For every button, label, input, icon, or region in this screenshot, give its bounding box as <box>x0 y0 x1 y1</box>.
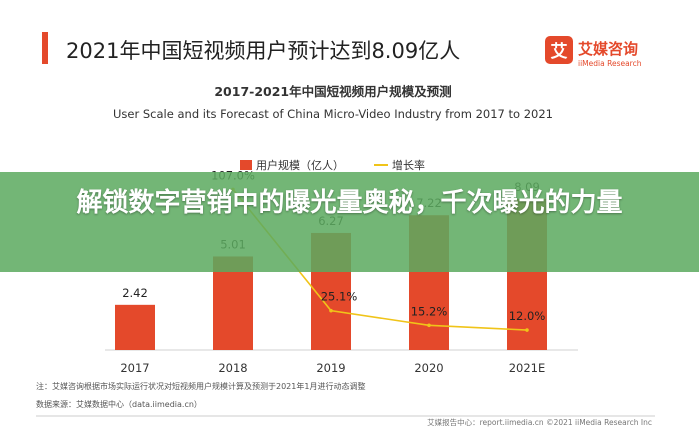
brand-name: 艾媒咨询 <box>578 40 638 58</box>
chart-subtitle: User Scale and its Forecast of China Mic… <box>113 107 553 121</box>
growth-value-label: 15.2% <box>411 304 448 318</box>
growth-value-label: 25.1% <box>321 290 358 304</box>
x-tick-label: 2021E <box>509 361 546 375</box>
x-tick-label: 2019 <box>316 361 345 375</box>
bar-2017 <box>115 304 155 350</box>
x-tick-label: 2018 <box>218 361 247 375</box>
chart-title: 2017-2021年中国短视频用户规模及预测 <box>214 84 451 99</box>
svg-text:艾: 艾 <box>551 41 568 62</box>
brand-logo-icon: 艾 <box>545 36 573 64</box>
overlay-banner <box>0 172 699 272</box>
footer-source: 数据来源：艾媒数据中心（data.iimedia.cn） <box>36 399 202 409</box>
growth-point <box>525 328 529 332</box>
footer-note: 注：艾媒咨询根据市场实际运行状况对短视频用户规模计算及预测于2021年1月进行动… <box>36 381 365 391</box>
legend-bar-label: 用户规模（亿人） <box>256 158 344 172</box>
bar-value-label: 2.42 <box>122 286 148 300</box>
banner-headline: 解锁数字营销中的曝光量奥秘，千次曝光的力量 <box>76 188 623 218</box>
footer-report: 艾媒报告中心：report.iimedia.cn ©2021 iiMedia R… <box>427 417 652 427</box>
title-accent-bar <box>42 32 48 64</box>
legend-line-label: 增长率 <box>392 158 425 172</box>
growth-point <box>427 323 431 328</box>
brand-sub: iiMedia Research <box>578 59 642 68</box>
bar-2018 <box>213 256 253 350</box>
page-title: 2021年中国短视频用户预计达到8.09亿人 <box>66 39 460 63</box>
growth-point <box>329 308 333 313</box>
legend: 用户规模（亿人） 增长率 <box>240 158 425 172</box>
x-tick-label: 2020 <box>414 361 443 375</box>
growth-value-label: 12.0% <box>509 309 546 323</box>
x-tick-label: 2017 <box>120 361 149 375</box>
legend-bar-swatch <box>240 160 252 170</box>
